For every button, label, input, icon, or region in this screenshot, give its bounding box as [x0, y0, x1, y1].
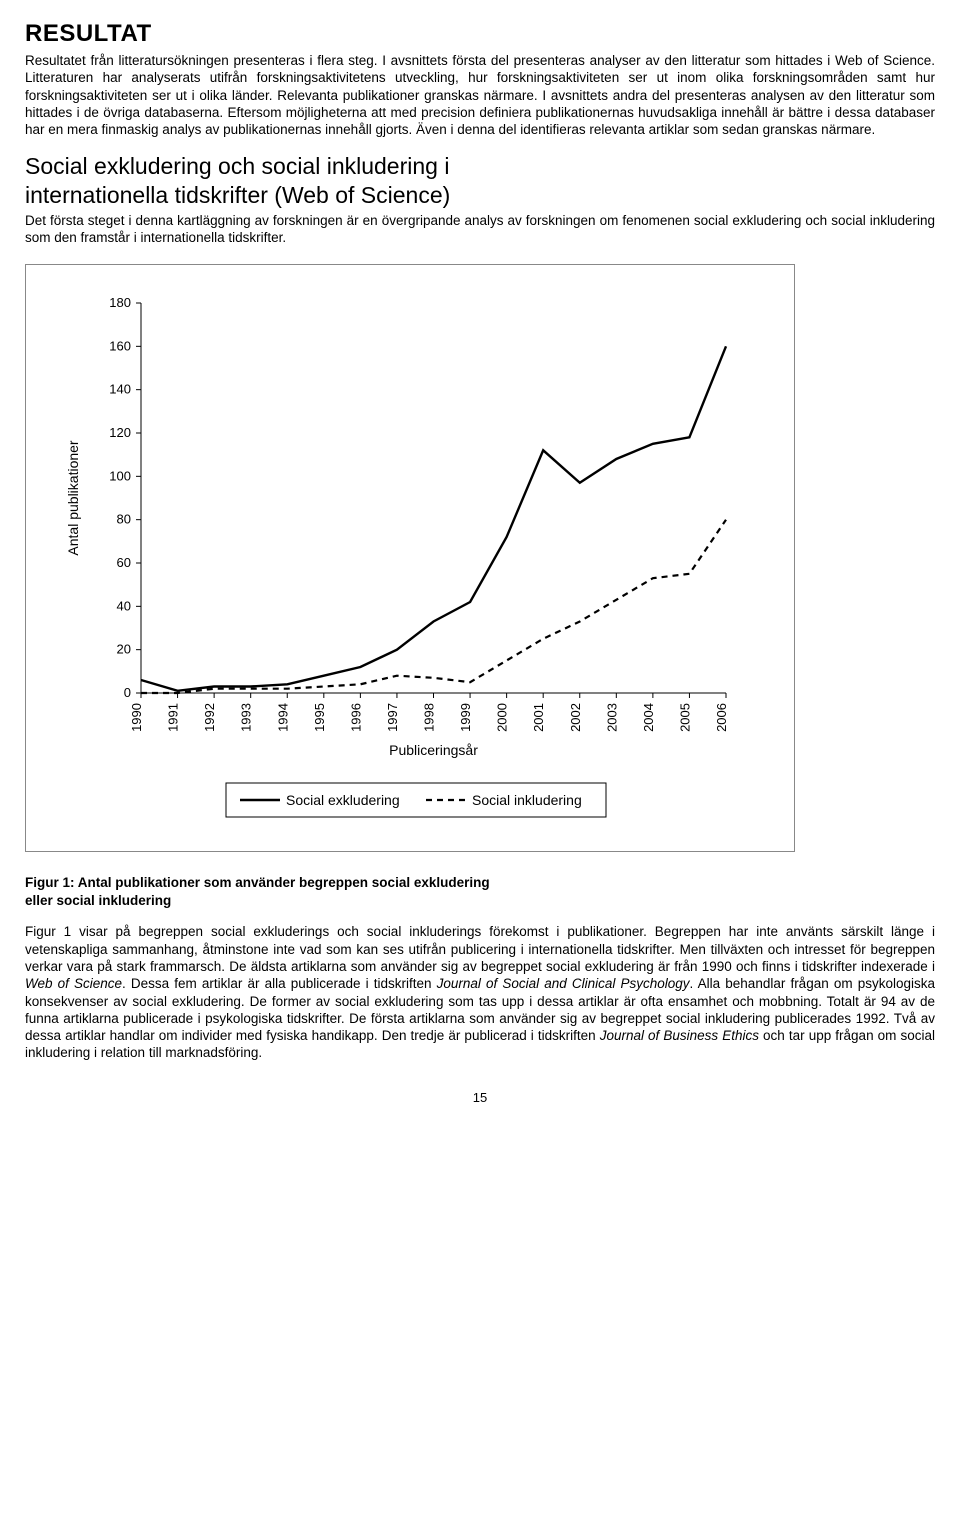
section-heading: Social exkludering och social inkluderin… — [25, 152, 935, 210]
svg-text:2001: 2001 — [531, 703, 546, 732]
section-heading-line1: Social exkludering och social inkluderin… — [25, 153, 449, 179]
svg-text:1994: 1994 — [275, 703, 290, 732]
svg-text:1998: 1998 — [422, 703, 437, 732]
section-heading-line2: internationella tidskrifter (Web of Scie… — [25, 182, 450, 208]
body-paragraph: Figur 1 visar på begreppen social exklud… — [25, 923, 935, 1061]
svg-text:140: 140 — [109, 382, 131, 397]
text-run: Figur 1 visar på begreppen social exklud… — [25, 924, 935, 974]
svg-text:2000: 2000 — [495, 703, 510, 732]
svg-text:1991: 1991 — [166, 703, 181, 732]
text-run: . Dessa fem artiklar är alla publicerade… — [122, 976, 437, 991]
page-number: 15 — [25, 1090, 935, 1105]
figure-caption: Figur 1: Antal publikationer som använde… — [25, 874, 935, 909]
svg-text:Social exkludering: Social exkludering — [286, 792, 400, 808]
svg-text:Social inkludering: Social inkludering — [472, 792, 582, 808]
page-heading: RESULTAT — [25, 20, 935, 48]
svg-text:180: 180 — [109, 295, 131, 310]
svg-text:80: 80 — [117, 512, 131, 527]
intro-paragraph: Resultatet från litteratursökningen pres… — [25, 52, 935, 138]
section-intro-paragraph: Det första steget i denna kartläggning a… — [25, 212, 935, 247]
chart-container: 0 20 40 60 80 100 120 140 160 180 1990 1991 1992 1993… — [25, 264, 795, 852]
figure-caption-line1: Figur 1: Antal publikationer som använde… — [25, 875, 490, 890]
svg-text:Publiceringsår: Publiceringsår — [389, 742, 478, 758]
svg-text:1993: 1993 — [239, 703, 254, 732]
line-chart: 0 20 40 60 80 100 120 140 160 180 1990 1991 1992 1993… — [56, 293, 756, 833]
svg-text:Antal publikationer: Antal publikationer — [65, 440, 81, 556]
svg-text:1995: 1995 — [312, 703, 327, 732]
italic-text: Journal of Social and Clinical Psycholog… — [437, 976, 690, 991]
svg-text:1996: 1996 — [348, 703, 363, 732]
italic-text: Web of Science — [25, 976, 122, 991]
svg-text:2002: 2002 — [568, 703, 583, 732]
svg-text:2005: 2005 — [677, 703, 692, 732]
svg-text:1999: 1999 — [458, 703, 473, 732]
svg-text:1997: 1997 — [385, 703, 400, 732]
svg-text:160: 160 — [109, 339, 131, 354]
svg-text:1992: 1992 — [202, 703, 217, 732]
svg-text:2003: 2003 — [604, 703, 619, 732]
svg-text:2004: 2004 — [641, 703, 656, 732]
figure-caption-line2: eller social inkludering — [25, 893, 171, 908]
svg-text:1990: 1990 — [129, 703, 144, 732]
svg-text:100: 100 — [109, 469, 131, 484]
svg-text:40: 40 — [117, 599, 131, 614]
svg-text:120: 120 — [109, 425, 131, 440]
italic-text: Journal of Business Ethics — [600, 1028, 759, 1043]
svg-text:0: 0 — [124, 685, 131, 700]
svg-text:20: 20 — [117, 642, 131, 657]
svg-text:60: 60 — [117, 555, 131, 570]
svg-text:2006: 2006 — [714, 703, 729, 732]
